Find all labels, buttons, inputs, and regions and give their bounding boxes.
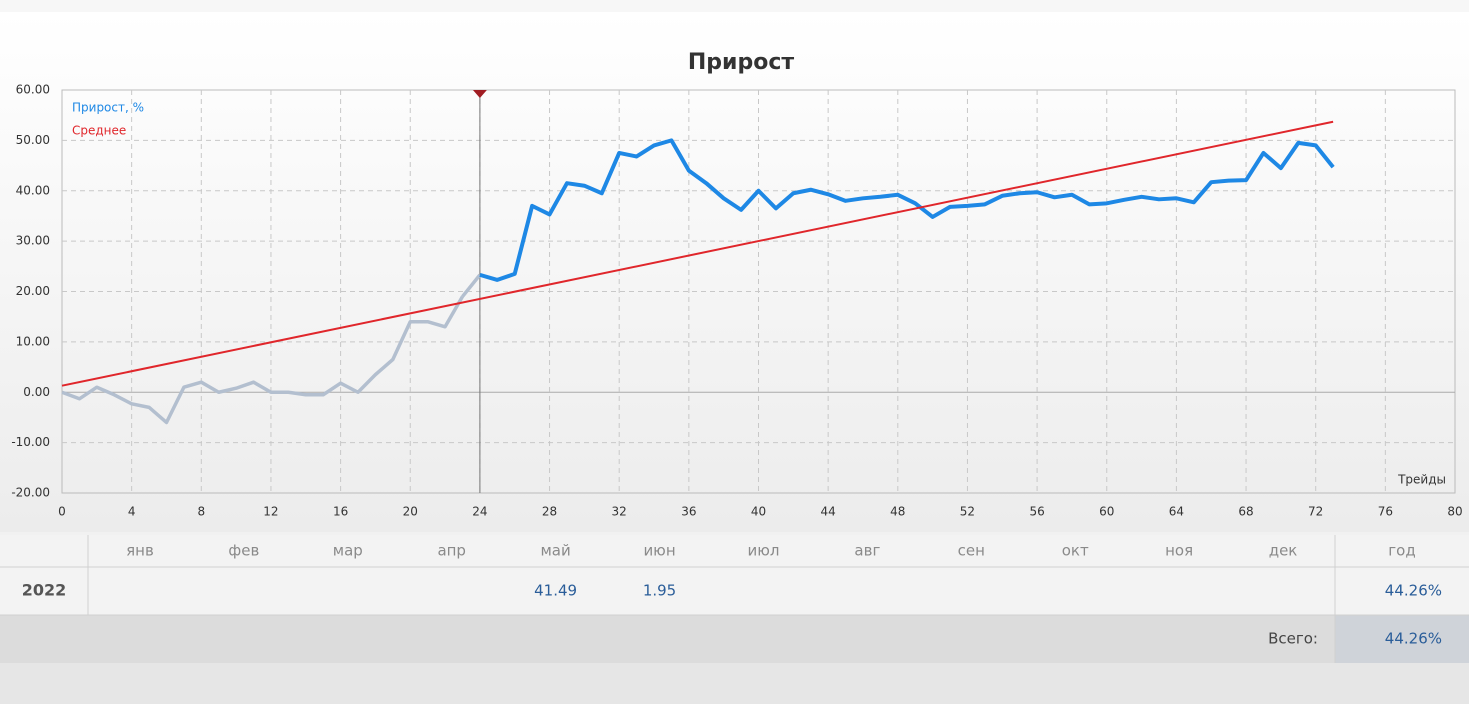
- y-tick-label: 20.00: [16, 284, 50, 298]
- table-header: янв: [126, 542, 154, 560]
- table-header: июл: [747, 542, 779, 560]
- x-tick-label: 0: [58, 505, 66, 519]
- x-tick-label: 24: [472, 505, 487, 519]
- row-label: 2022: [22, 581, 67, 600]
- top-bar: [0, 0, 1469, 12]
- series-line-past: [61, 295, 465, 425]
- x-tick-label: 32: [612, 505, 627, 519]
- table-header: июн: [643, 542, 675, 560]
- table-header: апр: [437, 542, 466, 560]
- table-header: май: [540, 542, 570, 560]
- table-header: год: [1388, 542, 1415, 560]
- x-tick-label: 8: [197, 505, 205, 519]
- total-value: 44.26%: [1385, 630, 1442, 648]
- x-tick-label: 52: [960, 505, 975, 519]
- table-header: ноя: [1165, 542, 1193, 560]
- total-cell: [1335, 615, 1469, 663]
- table-header: дек: [1269, 542, 1298, 560]
- chart-background: [0, 12, 1469, 532]
- series-line: [479, 138, 1335, 282]
- table-cell: 1.95: [643, 582, 676, 600]
- x-tick-label: 80: [1447, 505, 1462, 519]
- x-tick-label: 72: [1308, 505, 1323, 519]
- y-tick-label: -20.00: [11, 486, 50, 500]
- footer: [0, 663, 1469, 704]
- x-tick-label: 20: [403, 505, 418, 519]
- x-tick-label: 56: [1029, 505, 1044, 519]
- x-tick-label: 48: [890, 505, 905, 519]
- x-tick-label: 16: [333, 505, 348, 519]
- series-connector: [461, 273, 482, 298]
- chart-title: Прирост: [688, 50, 794, 75]
- table-header: фев: [228, 542, 259, 560]
- x-tick-label: 68: [1238, 505, 1253, 519]
- table-header: сен: [958, 542, 985, 560]
- series-line: [61, 120, 1334, 387]
- table-header: мар: [333, 542, 363, 560]
- cursor-marker: [472, 90, 487, 98]
- x-tick-label: 4: [128, 505, 136, 519]
- y-tick-label: 40.00: [16, 183, 50, 197]
- table-cell: 41.49: [534, 582, 577, 600]
- x-tick-label: 60: [1099, 505, 1114, 519]
- x-tick-label: 76: [1378, 505, 1393, 519]
- y-tick-label: 50.00: [16, 133, 50, 147]
- y-tick-label: 30.00: [16, 234, 50, 248]
- table-cell: 44.26%: [1385, 582, 1442, 600]
- x-tick-label: 12: [263, 505, 278, 519]
- table-body: [0, 535, 1469, 615]
- total-label: Всего:: [1268, 630, 1318, 648]
- x-axis-label: Трейды: [1397, 473, 1446, 487]
- y-tick-label: 10.00: [16, 334, 50, 348]
- x-tick-label: 36: [681, 505, 696, 519]
- x-tick-label: 44: [821, 505, 836, 519]
- x-tick-label: 64: [1169, 505, 1184, 519]
- y-tick-label: 0.00: [23, 385, 50, 399]
- y-tick-label: 60.00: [16, 83, 50, 97]
- x-tick-label: 40: [751, 505, 766, 519]
- y-tick-label: -10.00: [11, 435, 50, 449]
- table-header: окт: [1062, 542, 1089, 560]
- x-tick-label: 28: [542, 505, 557, 519]
- legend-entry: Среднее: [72, 124, 126, 138]
- table-header: авг: [854, 542, 880, 560]
- legend-entry: Прирост, %: [72, 101, 144, 115]
- total-row: [0, 615, 1469, 663]
